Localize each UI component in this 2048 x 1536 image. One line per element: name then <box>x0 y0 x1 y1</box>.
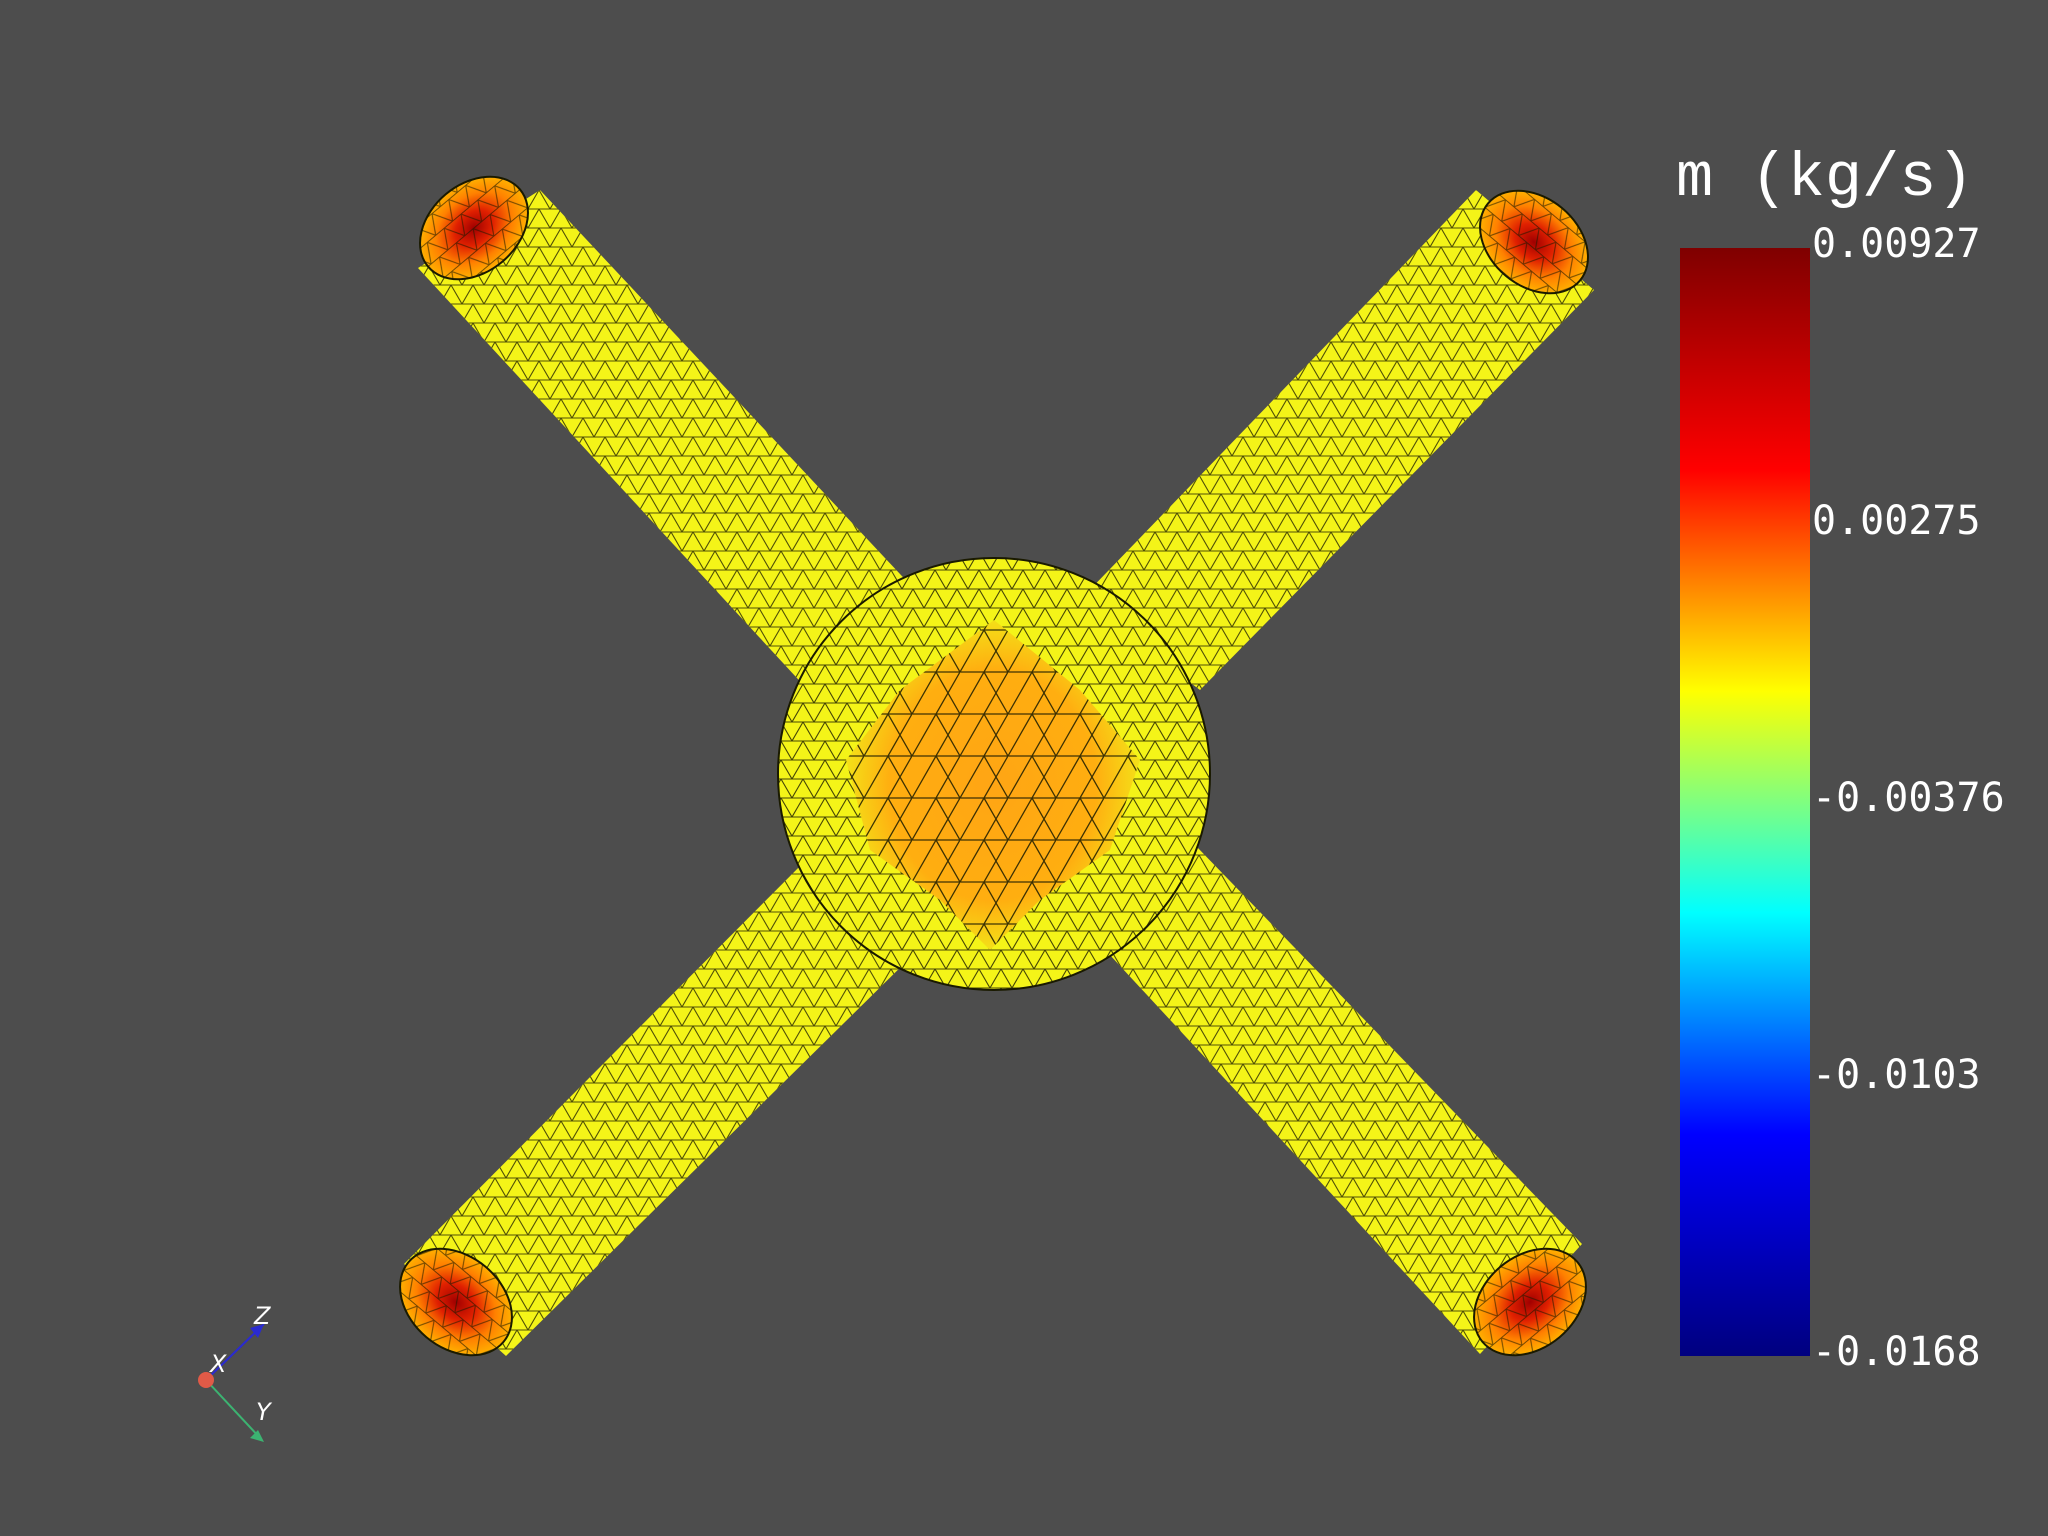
orientation-axes[interactable]: Z X Y <box>198 1302 273 1442</box>
outlet-lower-right <box>1473 1247 1587 1357</box>
arm-upper-right <box>1080 190 1594 690</box>
scalar-bar-tick-min: -0.0168 <box>1812 1329 1981 1375</box>
scalar-bar-tick-3: -0.00376 <box>1812 775 2005 821</box>
arm-upper-left <box>418 190 930 690</box>
scalar-bar-title: m (kg/s) <box>1676 143 1974 214</box>
arm-lower-right <box>1096 846 1582 1354</box>
outlet-lower-left <box>399 1247 513 1357</box>
z-axis-arrow <box>250 1324 264 1338</box>
y-axis-label: Y <box>256 1398 273 1426</box>
outlet-upper-right <box>1479 189 1589 295</box>
outlet-upper-left <box>419 175 529 281</box>
scalar-bar-gradient <box>1680 248 1810 1356</box>
y-axis-line <box>205 1379 263 1441</box>
scalar-bar-tick-2: 0.00275 <box>1812 498 1981 544</box>
scalar-bar-tick-max: 0.00927 <box>1812 221 1981 267</box>
x-axis-label: X <box>208 1350 227 1378</box>
arm-lower-left <box>404 846 912 1356</box>
center-sphere <box>777 557 1211 991</box>
scalar-bar-tick-4: -0.0103 <box>1812 1052 1981 1098</box>
z-axis-label: Z <box>253 1302 271 1330</box>
x-axis-dot <box>198 1372 214 1388</box>
y-axis-arrow <box>250 1430 264 1442</box>
